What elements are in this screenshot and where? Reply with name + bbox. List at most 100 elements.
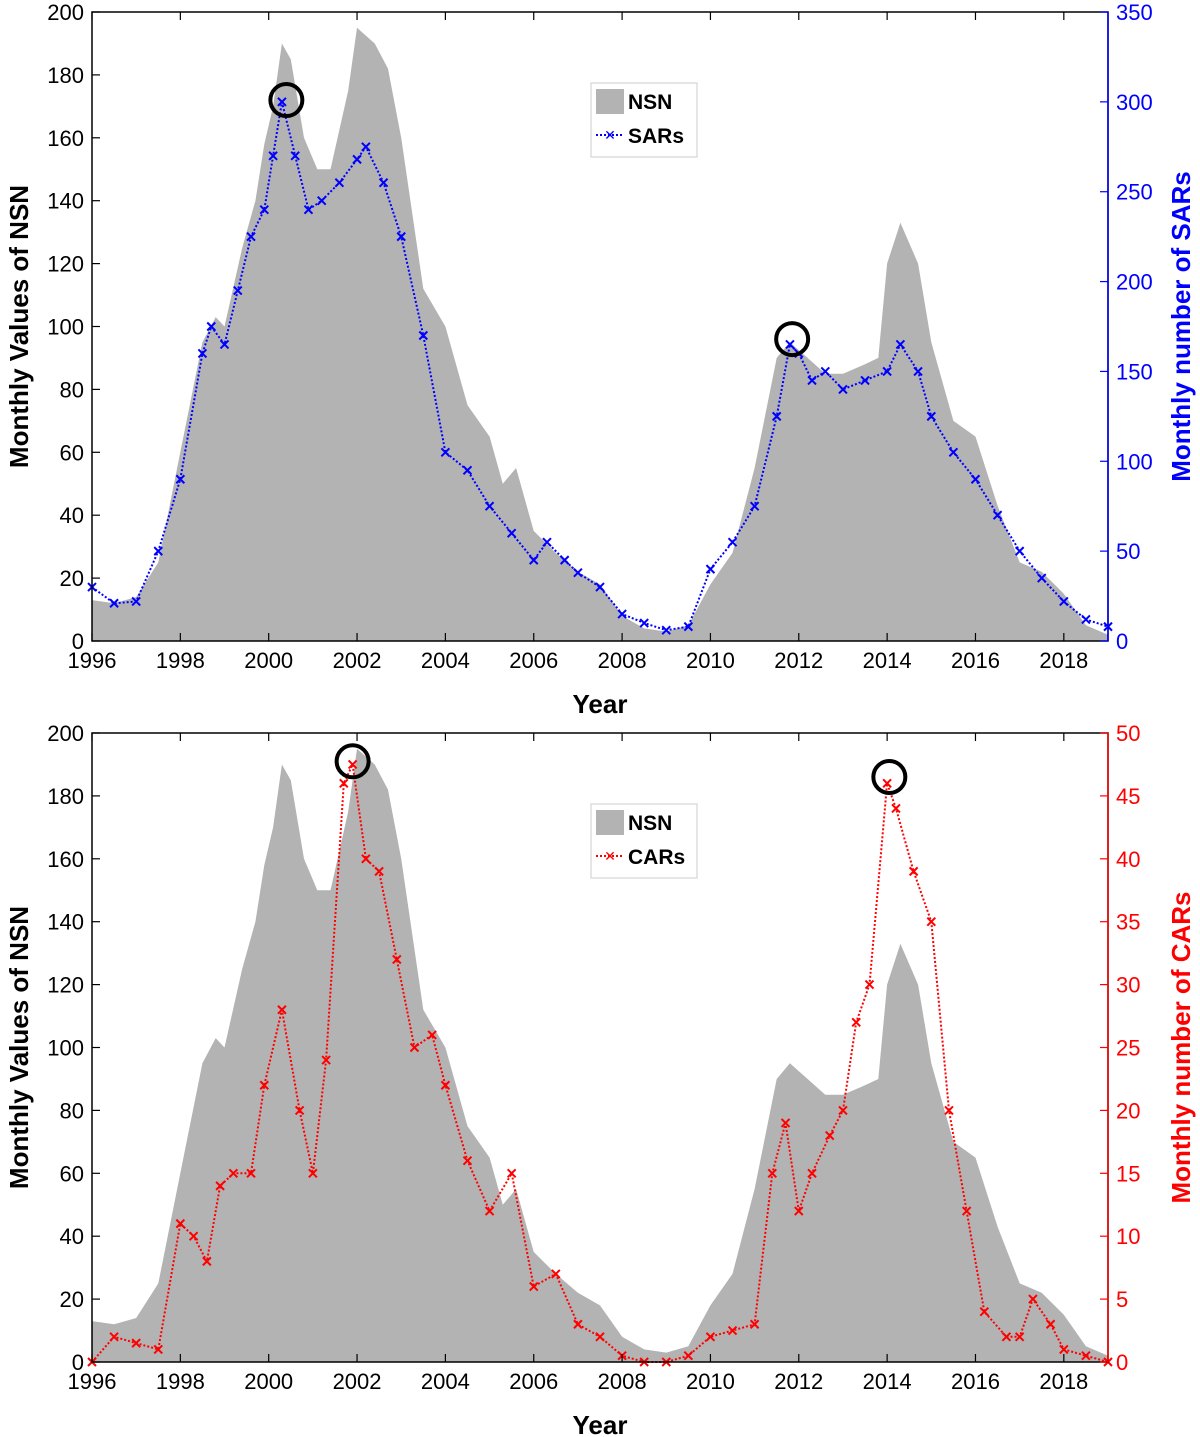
sars-point [233, 285, 243, 296]
cars-point [392, 954, 402, 965]
y-right-tick-label: 150 [1116, 359, 1153, 384]
y-left-tick-label: 20 [60, 566, 84, 591]
y-left-axis-label: Monthly Values of NSN [4, 185, 34, 468]
y-left-tick-label: 200 [47, 0, 84, 25]
cars-point [683, 1351, 694, 1361]
x-axis-ticks: 1996 1998 2000 2002 2004 2006 2008 2010 2012 2014… [68, 733, 1088, 1394]
sars-point [807, 375, 817, 386]
cars-point [749, 1319, 760, 1329]
x-axis-label: Year [573, 1410, 628, 1437]
cars-point [1045, 1319, 1056, 1329]
sars-point [882, 366, 892, 377]
y-left-tick-label: 100 [47, 1036, 84, 1061]
sars-point [860, 375, 870, 386]
cars-point [926, 916, 937, 927]
cars-point [529, 1281, 539, 1292]
sars-point [895, 339, 906, 350]
sars-point [820, 366, 830, 377]
sars-point [573, 568, 583, 578]
cars-point [1081, 1351, 1091, 1361]
cars-point [851, 1017, 861, 1028]
peak-circle [774, 321, 811, 358]
y-right-axis-ticks: 0 50 100 150 200 250 300 350 [1100, 0, 1153, 654]
nsn-area [92, 27, 1108, 641]
cars-point [246, 1168, 256, 1179]
x-tick-label: 2012 [774, 1369, 823, 1394]
peak-circle [268, 82, 305, 119]
sars-point [418, 330, 429, 341]
cars-point [506, 1168, 517, 1179]
x-tick-label: 2016 [951, 648, 1000, 673]
sars-point [1037, 573, 1047, 583]
x-tick-label: 2004 [421, 1369, 470, 1394]
y-right-tick-label: 0 [1116, 1350, 1128, 1375]
sars-point [771, 411, 782, 422]
legend-nsn-swatch [596, 810, 624, 835]
sars-point [727, 537, 738, 547]
y-left-tick-label: 60 [60, 1161, 84, 1186]
y-right-tick-label: 0 [1116, 629, 1128, 654]
cars-point [891, 803, 901, 814]
cars-point [961, 1206, 972, 1216]
cars-point [109, 1332, 119, 1342]
y-left-tick-label: 60 [60, 440, 84, 465]
cars-point [908, 866, 919, 877]
cars-point [1028, 1294, 1038, 1304]
legend-nsn-label: NSN [628, 91, 672, 114]
x-tick-label: 2006 [509, 648, 558, 673]
x-tick-label: 2014 [863, 648, 912, 673]
x-tick-label: 2010 [686, 648, 735, 673]
x-tick-label: 2016 [951, 1369, 1000, 1394]
cars-point [1001, 1332, 1012, 1342]
sars-point [303, 204, 314, 215]
x-tick-label: 2000 [244, 1369, 293, 1394]
sars-point [334, 178, 345, 188]
y-left-axis-label: Monthly Values of NSN [4, 906, 34, 1189]
y-right-tick-label: 5 [1116, 1287, 1128, 1312]
y-left-tick-label: 0 [72, 1350, 84, 1375]
cars-point [409, 1042, 420, 1053]
y-right-axis-ticks: 0 5 10 15 20 25 30 35 40 45 50 [1100, 721, 1140, 1375]
x-tick-label: 2012 [774, 648, 823, 673]
sars-point [259, 204, 269, 215]
cars-point [727, 1325, 738, 1336]
cars-point [374, 866, 384, 877]
cars-point [794, 1206, 804, 1216]
sars-point [529, 555, 539, 565]
cars-point [882, 778, 892, 789]
cars-point [294, 1105, 305, 1116]
sars-point [1059, 596, 1069, 607]
y-right-tick-label: 200 [1116, 270, 1153, 295]
y-right-tick-label: 30 [1116, 973, 1140, 998]
sars-point [316, 195, 327, 206]
x-axis-ticks: 1996 1998 2000 2002 2004 2006 2008 2010 2012 2014… [68, 12, 1088, 673]
cars-point [780, 1118, 791, 1128]
cars-point [339, 778, 349, 789]
y-right-tick-label: 350 [1116, 0, 1153, 25]
peak-circle [871, 759, 908, 796]
sars-point [290, 151, 300, 161]
cars-point [595, 1332, 605, 1342]
y-left-tick-label: 100 [47, 315, 84, 340]
y-right-axis-label: Monthly number of CARs [1166, 892, 1196, 1204]
sars-point [948, 447, 959, 458]
y-right-tick-label: 50 [1116, 721, 1140, 746]
sars-point [661, 625, 671, 635]
sars-point [970, 474, 981, 484]
legend-nsn-swatch [596, 89, 624, 114]
sars-point [639, 618, 649, 628]
x-tick-label: 2006 [509, 1369, 558, 1394]
sars-point [246, 231, 256, 242]
y-right-tick-label: 15 [1116, 1161, 1140, 1186]
sars-point [361, 142, 371, 152]
y-left-tick-label: 20 [60, 1287, 84, 1312]
cars-point [259, 1080, 269, 1090]
cars-point [462, 1156, 473, 1166]
y-right-tick-label: 40 [1116, 847, 1140, 872]
sars-point [617, 609, 627, 619]
sars-point [749, 501, 760, 511]
cars-point [944, 1105, 954, 1116]
x-tick-label: 1996 [68, 648, 117, 673]
sars-point [378, 178, 389, 188]
sars-point [838, 384, 848, 395]
